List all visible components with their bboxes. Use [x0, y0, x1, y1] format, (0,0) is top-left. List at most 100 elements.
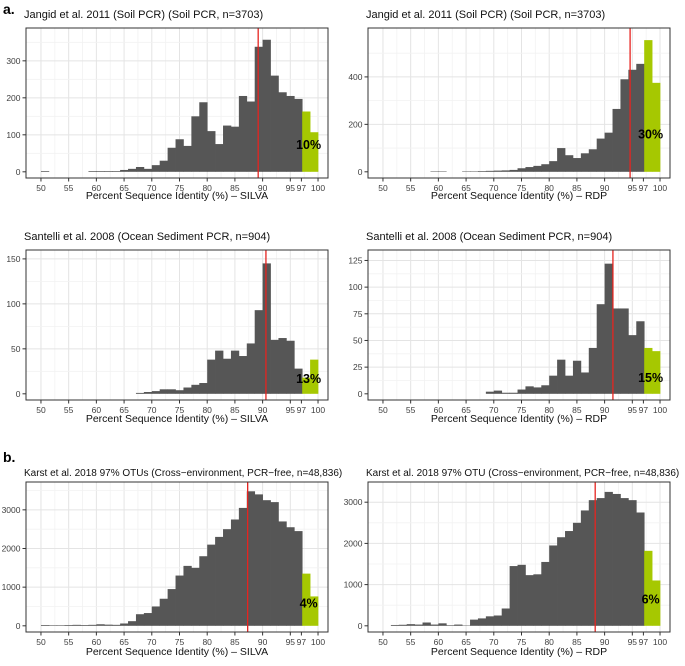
- y-tick-label: 75: [353, 309, 363, 319]
- x-tick-label: 85: [572, 637, 582, 647]
- histogram-bar: [167, 589, 176, 626]
- y-tick-label: 0: [16, 389, 21, 399]
- highlight-bar: [644, 40, 653, 172]
- histogram-bar: [270, 502, 279, 626]
- histogram-bar: [446, 625, 455, 626]
- histogram-bar: [151, 606, 161, 626]
- histogram-bar: [135, 614, 145, 626]
- histogram-bar: [477, 171, 487, 172]
- x-tick-label: 60: [434, 637, 444, 647]
- histogram-bar: [254, 494, 263, 626]
- histogram-bar: [230, 350, 240, 394]
- histogram-bar: [262, 39, 271, 172]
- x-tick-label: 85: [230, 637, 240, 647]
- y-tick-label: 100: [6, 130, 20, 140]
- panel-title: Santelli et al. 2008 (Ocean Sediment PCR…: [366, 231, 613, 243]
- x-tick-label: 75: [175, 183, 185, 193]
- histogram-bar: [191, 384, 200, 394]
- y-tick-label: 100: [6, 299, 20, 309]
- y-tick-label: 3000: [2, 505, 21, 515]
- x-tick-label: 70: [147, 405, 157, 415]
- histogram-bar: [207, 544, 216, 626]
- histogram-bar: [104, 624, 113, 626]
- x-tick-label: 50: [36, 405, 46, 415]
- histogram-bar: [199, 556, 208, 626]
- histogram-bar: [604, 491, 613, 626]
- histogram-bar: [549, 545, 558, 626]
- histogram-bar: [294, 368, 303, 394]
- histogram-bar: [159, 160, 168, 172]
- histogram-bar: [238, 507, 248, 626]
- histogram-bar: [183, 145, 192, 172]
- x-tick-label: 90: [600, 637, 610, 647]
- highlight-percent-label: 13%: [296, 372, 321, 386]
- histogram-bar: [286, 95, 295, 172]
- x-tick-label: 60: [434, 405, 444, 415]
- histogram-bar: [128, 621, 137, 626]
- histogram-bar: [175, 575, 184, 626]
- highlight-percent-label: 6%: [642, 593, 660, 607]
- section-label-a: a.: [3, 1, 15, 17]
- x-tick-label: 50: [378, 405, 388, 415]
- x-tick-label: 65: [461, 637, 471, 647]
- histogram-bar: [230, 126, 240, 172]
- panel-title: Santelli et al. 2008 (Ocean Sediment PCR…: [24, 231, 271, 243]
- x-tick-label: 85: [230, 405, 240, 415]
- histogram-bar: [167, 389, 176, 394]
- x-tick-label: 90: [258, 405, 268, 415]
- histogram-plot: 50 55 60 65 70 75 80 85 90 95 97 100 0 50 100 150 13%: [6, 249, 329, 415]
- histogram-bar: [533, 574, 542, 626]
- histogram-bar: [223, 358, 232, 394]
- highlight-bar: [302, 377, 311, 394]
- histogram-bar: [588, 347, 598, 394]
- histogram-bar: [470, 619, 479, 626]
- x-tick-label: 95: [286, 637, 296, 647]
- histogram-bar: [509, 169, 518, 172]
- x-tick-label: 100: [653, 183, 667, 193]
- y-tick-label: 0: [16, 167, 21, 177]
- histogram-bar: [628, 69, 637, 172]
- histogram-bar: [509, 392, 518, 394]
- histogram-bar: [175, 390, 184, 394]
- x-tick-label: 65: [461, 183, 471, 193]
- x-tick-label: 70: [489, 183, 499, 193]
- panel-title: Karst et al. 2018 97% OTU (Cross−environ…: [366, 468, 680, 479]
- histogram-bar: [422, 622, 431, 626]
- panel-jangid-silva: Jangid et al. 2011 (Soil PCR) (Soil PCR,…: [0, 0, 342, 220]
- x-tick-label: 50: [36, 183, 46, 193]
- histogram-bar: [628, 335, 637, 394]
- y-tick-label: 2000: [2, 543, 21, 553]
- histogram-bar: [143, 168, 153, 172]
- x-tick-label: 97: [639, 183, 649, 193]
- x-tick-label: 80: [544, 405, 554, 415]
- x-tick-label: 100: [311, 405, 325, 415]
- histogram-bar: [485, 170, 495, 172]
- histogram-bar: [159, 598, 168, 626]
- histogram-bar: [278, 521, 287, 626]
- histogram-bar: [96, 624, 105, 626]
- histogram-bar: [238, 95, 248, 172]
- y-tick-label: 100: [348, 282, 362, 292]
- x-tick-label: 100: [311, 637, 325, 647]
- histogram-bar: [223, 529, 232, 626]
- x-tick-label: 95: [628, 637, 638, 647]
- histogram-bar: [48, 625, 58, 626]
- histogram-bar: [104, 171, 113, 172]
- x-axis-label: Percent Sequence Identity (%) – RDP: [430, 413, 608, 425]
- histogram-bar: [620, 498, 629, 626]
- panel-jangid-rdp: Jangid et al. 2011 (Soil PCR) (Soil PCR,…: [342, 0, 685, 220]
- histogram-bar: [143, 613, 153, 626]
- histogram-bar: [207, 131, 216, 172]
- histogram-bar: [56, 625, 66, 626]
- plot-border: [367, 27, 671, 179]
- histogram-bar: [167, 147, 176, 172]
- histogram-bar: [80, 625, 89, 626]
- highlight-bar: [310, 359, 319, 394]
- x-tick-label: 95: [286, 405, 296, 415]
- histogram-bar: [588, 500, 598, 626]
- histogram-bar: [430, 624, 439, 626]
- histogram-bar: [215, 144, 224, 172]
- panel-karst-silva: Karst et al. 2018 97% OTUs (Cross−enviro…: [0, 435, 343, 666]
